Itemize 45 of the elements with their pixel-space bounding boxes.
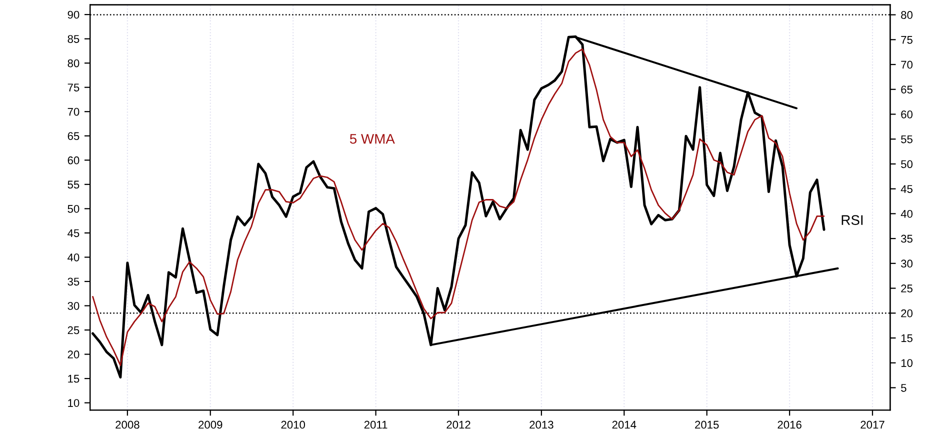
y2-tick-label: 5 bbox=[901, 384, 906, 392]
x-tick-label: 2010 bbox=[281, 420, 306, 429]
y-tick-label: 85 bbox=[68, 35, 80, 43]
y-tick-label: 80 bbox=[68, 59, 80, 68]
y-tick-label: 55 bbox=[68, 180, 80, 189]
x-tick-label: 2011 bbox=[364, 420, 388, 429]
y2-tick-label: 50 bbox=[901, 160, 913, 168]
x-tick-label: 2016 bbox=[778, 420, 802, 429]
y2-tick-label: 60 bbox=[901, 110, 913, 118]
y2-tick-label: 20 bbox=[901, 309, 913, 318]
y2-tick-label: 35 bbox=[901, 234, 912, 243]
y-tick-label: 30 bbox=[68, 302, 80, 310]
x-tick-label: 2009 bbox=[198, 420, 222, 429]
y2-tick-label: 25 bbox=[901, 284, 912, 292]
x-tick-label: 2017 bbox=[860, 420, 884, 429]
y-tick-label: 40 bbox=[68, 253, 80, 262]
x-tick-label: 2014 bbox=[612, 420, 636, 429]
y-tick-label: 20 bbox=[68, 350, 80, 358]
y2-tick-label: 55 bbox=[901, 135, 912, 144]
y2-tick-label: 65 bbox=[901, 86, 912, 94]
y-tick-label: 90 bbox=[68, 10, 80, 19]
y-tick-label: 35 bbox=[68, 278, 80, 286]
y2-tick-label: 10 bbox=[901, 359, 913, 367]
series-label: RSI bbox=[842, 215, 863, 225]
y2-tick-label: 30 bbox=[901, 260, 913, 268]
x-tick-label: 2012 bbox=[446, 420, 470, 429]
x-tick-label: 2015 bbox=[695, 420, 719, 429]
y-tick-label: 50 bbox=[68, 204, 80, 213]
y2-tick-label: 70 bbox=[901, 60, 913, 69]
y-tick-label: 10 bbox=[68, 399, 80, 407]
x-tick-label: 2013 bbox=[530, 420, 554, 429]
y-tick-label: 75 bbox=[68, 84, 80, 92]
y2-tick-label: 15 bbox=[901, 334, 912, 342]
y2-tick-label: 75 bbox=[901, 36, 912, 44]
y-tick-label: 65 bbox=[68, 132, 80, 140]
y2-tick-label: 45 bbox=[900, 185, 912, 193]
y-tick-label: 15 bbox=[68, 374, 80, 383]
y-tick-label: 60 bbox=[68, 156, 80, 164]
y2-tick-label: 40 bbox=[900, 210, 913, 218]
y-tick-label: 45 bbox=[68, 229, 80, 238]
text: 5 WMA bbox=[350, 134, 395, 144]
x-tick-label: 2008 bbox=[116, 420, 140, 429]
y2-tick-label: 80 bbox=[901, 11, 913, 19]
y-tick-label: 70 bbox=[68, 108, 80, 116]
y-tick-label: 25 bbox=[68, 326, 80, 334]
